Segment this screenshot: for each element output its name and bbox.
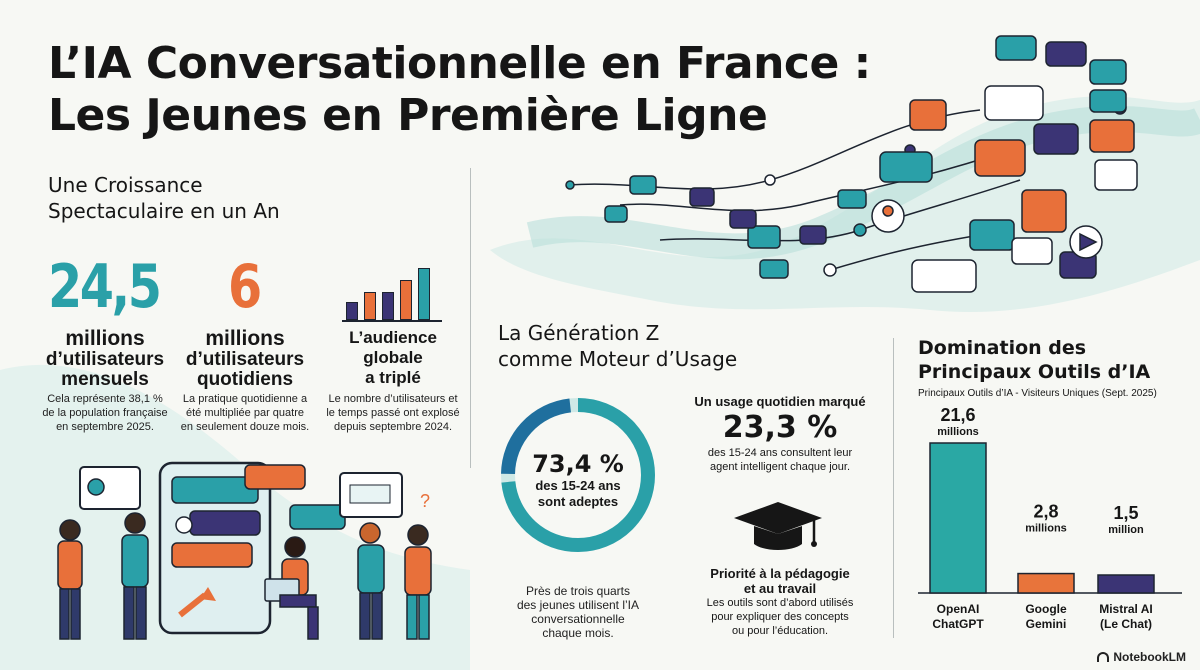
stat-daily-note-line-1: La pratique quotidienne a	[182, 393, 308, 405]
stat-daily-label-line-2: d’utilisateurs	[185, 349, 305, 370]
priority-block: Priorité à la pédagogie et au travail Le…	[672, 566, 888, 638]
people-illustration: ?	[57, 461, 432, 640]
chart-unit-label-2: millions	[1025, 523, 1067, 535]
growth-bars-icon	[342, 268, 442, 322]
brand-label: NotebookLM	[1113, 650, 1186, 664]
adoption-donut-arc	[501, 398, 655, 552]
title-line-2: Les Jeunes en Première Ligne	[48, 90, 768, 141]
notebooklm-logo-icon	[1097, 652, 1110, 662]
donut-label-line-1: des 15-24 ans	[535, 478, 621, 493]
donut-note-line-2: des jeunes utilisent l’IA	[516, 598, 640, 612]
stat-daily-note: La pratique quotidienne a été multipliée…	[170, 392, 320, 434]
tools-heading: Domination des Principaux Outils d’IA Pr…	[918, 336, 1188, 401]
chart-category-label-3: Mistral AI	[1099, 602, 1153, 616]
chart-bar-2	[1017, 572, 1075, 594]
daily-usage-note-line-2: agent intelligent chaque jour.	[709, 461, 851, 473]
chart-category-sublabel-2: Gemini	[1026, 617, 1067, 631]
stat-audience-label-line-3: a triplé	[365, 368, 421, 387]
stat-daily-label-line-3: quotidiens	[196, 369, 294, 390]
daily-usage-note-line-1: des 15-24 ans consultent leur	[707, 447, 853, 459]
stat-daily-label: millions d’utilisateurs quotidiens	[170, 328, 320, 390]
stat-audience-note-line-2: le temps passé ont explosé	[326, 407, 460, 419]
chart-category-sublabel-1: ChatGPT	[932, 617, 984, 631]
chart-value-label-1: 21,6	[940, 405, 975, 425]
growth-heading-line-1: Une Croissance	[48, 173, 203, 197]
daily-usage-heading: Un usage quotidien marqué	[694, 394, 866, 409]
stat-daily-label-line-1: millions	[205, 327, 285, 350]
divider-right	[893, 338, 894, 638]
growth-bar-5	[418, 268, 430, 320]
priority-note-line-1: Les outils sont d’abord utilisés	[706, 597, 854, 609]
chart-bar-3	[1097, 574, 1155, 594]
stat-monthly-note-line-2: de la population française	[42, 407, 168, 419]
chart-value-label-2: 2,8	[1033, 502, 1058, 522]
donut-note-line-1: Près de trois quarts	[525, 584, 631, 598]
stat-monthly-label-line-1: millions	[65, 327, 145, 350]
chart-category-label-2: Google	[1025, 602, 1067, 616]
chart-unit-label-3: million	[1108, 524, 1144, 536]
priority-heading-line-2: et au travail	[743, 581, 817, 596]
chart-category-label-1: OpenAI	[937, 602, 980, 616]
genz-heading-line-1: La Génération Z	[498, 321, 660, 345]
stat-monthly-label-line-3: mensuels	[61, 369, 149, 390]
growth-bar-3	[382, 292, 394, 320]
brand-badge: NotebookLM	[1097, 650, 1186, 664]
stat-daily-note-line-3: en seulement douze mois.	[180, 421, 310, 433]
stat-audience-label: L’audience globale a triplé	[318, 328, 468, 388]
stat-audience-label-line-1: L’audience	[349, 328, 437, 347]
stat-monthly-label: millions d’utilisateurs mensuels	[30, 328, 180, 390]
tools-bar-chart: 21,6 millions OpenAI ChatGPT 2,8 millions Goog…	[918, 405, 1188, 643]
donut-note-line-4: chaque mois.	[542, 626, 614, 640]
daily-usage-block: Un usage quotidien marqué 23,3 % des 15-…	[680, 394, 880, 474]
growth-bar-4	[400, 280, 412, 320]
chart-unit-label-1: millions	[937, 426, 979, 438]
genz-heading: La Génération Z comme Moteur d’Usage	[498, 320, 798, 372]
title-line-1: L’IA Conversationnelle en France :	[48, 38, 871, 89]
stat-monthly-note: Cela représente 38,1 % de la population …	[30, 392, 180, 434]
page-title: L’IA Conversationnelle en France : Les J…	[48, 38, 928, 142]
tools-subtitle: Principaux Outils d’IA - Visiteurs Uniqu…	[918, 388, 1157, 399]
growth-heading: Une Croissance Spectaculaire en un An	[48, 172, 368, 224]
graduation-cap-icon	[734, 502, 822, 550]
stat-audience-note-line-3: depuis septembre 2024.	[333, 421, 453, 433]
stat-audience-note-line-1: Le nombre d’utilisateurs et	[328, 393, 458, 405]
chart-category-sublabel-3: (Le Chat)	[1100, 617, 1152, 631]
growth-bar-1	[346, 302, 358, 320]
donut-note: Près de trois quarts des jeunes utilisen…	[496, 584, 660, 640]
stat-monthly-number: 24,5	[48, 252, 162, 322]
growth-heading-line-2: Spectaculaire en un An	[48, 199, 280, 223]
adoption-donut	[501, 398, 655, 552]
donut-note-line-3: conversationnelle	[531, 612, 625, 626]
stat-daily-note-line-2: été multipliée par quatre	[185, 407, 304, 419]
tools-heading-line-1: Domination des	[918, 337, 1087, 359]
stat-audience-note: Le nombre d’utilisateurs et le temps pas…	[318, 392, 468, 434]
growth-bar-2	[364, 292, 376, 320]
daily-usage-value: 23,3 %	[722, 410, 838, 445]
chart-bar-1	[929, 442, 987, 594]
chart-value-label-3: 1,5	[1113, 503, 1138, 523]
svg-text:?: ?	[420, 491, 430, 511]
stat-monthly-note-line-1: Cela représente 38,1 %	[47, 393, 163, 405]
stat-audience-label-line-2: globale	[363, 348, 423, 367]
tools-bar-chart-svg: 21,6millionsOpenAIChatGPT2,8millionsGoog…	[918, 405, 1182, 631]
priority-note-line-3: ou pour l’éducation.	[731, 625, 828, 637]
priority-heading-line-1: Priorité à la pédagogie	[710, 566, 850, 581]
stat-audience: L’audience globale a triplé Le nombre d’…	[318, 262, 468, 442]
stat-monthly-note-line-3: en septembre 2025.	[56, 421, 154, 433]
chat-network-illustration	[565, 35, 1138, 293]
stat-monthly-label-line-2: d’utilisateurs	[45, 349, 165, 370]
stat-monthly-users: 24,5 millions d’utilisateurs mensuels Ce…	[30, 256, 180, 436]
donut-center: 73,4 % des 15-24 ans sont adeptes	[505, 450, 651, 510]
divider-left	[470, 168, 471, 468]
priority-note-line-2: pour expliquer des concepts	[711, 611, 849, 623]
donut-label-line-2: sont adeptes	[537, 494, 619, 509]
tools-heading-line-2: Principaux Outils d’IA	[918, 361, 1151, 383]
stat-daily-number: 6	[228, 252, 262, 322]
stat-daily-users: 6 millions d’utilisateurs quotidiens La …	[170, 256, 320, 436]
donut-percent: 73,4 %	[532, 450, 624, 478]
genz-heading-line-2: comme Moteur d’Usage	[498, 347, 738, 371]
